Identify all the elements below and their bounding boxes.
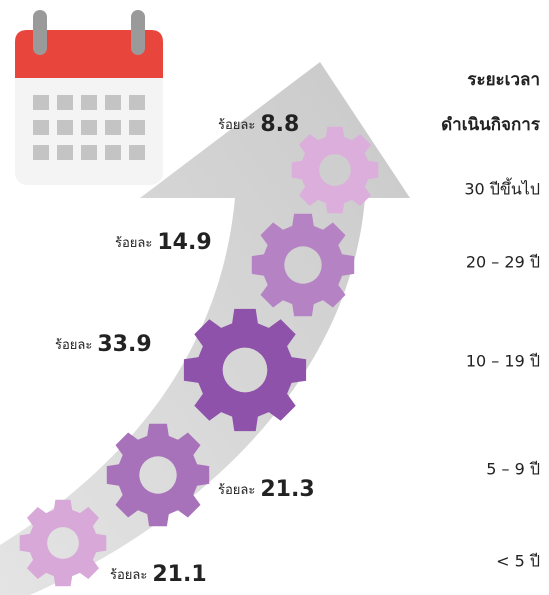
value-prefix: ร้อยละ	[55, 338, 92, 353]
category-label: < 5 ปี	[496, 552, 540, 571]
calendar-cell	[105, 95, 121, 110]
calendar-icon	[15, 10, 163, 185]
calendar-cell	[57, 120, 73, 135]
value-label: ร้อยละ 33.9	[55, 332, 152, 357]
value: 8.8	[260, 112, 299, 137]
title-line: ระยะเวลา	[467, 70, 540, 90]
value-label: ร้อยละ 14.9	[115, 230, 212, 255]
value-label: ร้อยละ 21.1	[110, 562, 207, 587]
category-label: 20 – 29 ปี	[466, 253, 540, 272]
gear	[291, 126, 379, 214]
calendar-cell	[129, 120, 145, 135]
calendar-cell	[81, 120, 97, 135]
gear	[19, 499, 107, 587]
value: 21.1	[152, 562, 206, 587]
calendar-cell	[57, 145, 73, 160]
title-line: ดำเนินกิจการ	[441, 115, 541, 135]
calendar-cell	[33, 95, 49, 110]
value: 21.3	[260, 477, 314, 502]
category-label: 10 – 19 ปี	[466, 352, 540, 371]
category-label: 5 – 9 ปี	[486, 460, 540, 479]
calendar-cell	[129, 95, 145, 110]
calendar-cell	[81, 95, 97, 110]
category-label: 30 ปีขึ้นไป	[464, 178, 540, 199]
gear	[251, 213, 355, 317]
value-label: ร้อยละ 8.8	[218, 112, 299, 137]
calendar-cell	[57, 95, 73, 110]
gear	[183, 308, 307, 432]
value-prefix: ร้อยละ	[218, 118, 255, 133]
value-prefix: ร้อยละ	[110, 568, 147, 583]
value-prefix: ร้อยละ	[218, 483, 255, 498]
value-label: ร้อยละ 21.3	[218, 477, 315, 502]
calendar-cell	[33, 145, 49, 160]
calendar-cell	[129, 145, 145, 160]
calendar-cell	[105, 145, 121, 160]
calendar-cell	[105, 120, 121, 135]
value-prefix: ร้อยละ	[115, 236, 152, 251]
calendar-cell	[33, 120, 49, 135]
gear	[106, 423, 210, 527]
value: 14.9	[157, 230, 211, 255]
calendar-cell	[81, 145, 97, 160]
value: 33.9	[97, 332, 151, 357]
